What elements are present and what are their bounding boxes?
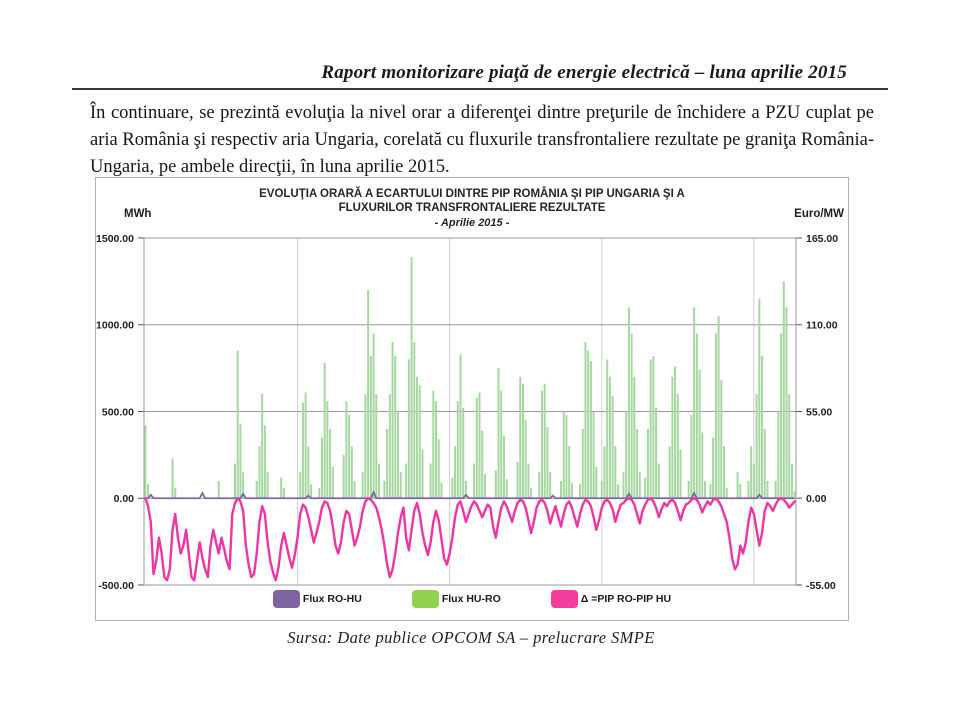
legend-item-flux-hu-ro: Flux HU-RO: [411, 590, 501, 608]
right-axis-tick-label: 55.00: [806, 406, 832, 418]
report-title: Raport monitorizare piaţă de energie ele…: [321, 62, 847, 83]
legend-item-delta-pip: Δ =PIP RO-PIP HU: [550, 590, 672, 608]
flux-chart-canvas: 1500.00 165.00 1000.00 110.00 500.00 55.00 0.0…: [96, 233, 838, 592]
chart-title: EVOLUŢIA ORARĂ A ECARTULUI DINTRE PIP RO…: [96, 187, 848, 230]
left-axis-tick-label: 0.00: [114, 493, 135, 505]
header-rule: [72, 88, 888, 90]
legend-label-flux-hu-ro: Flux HU-RO: [441, 593, 501, 605]
legend-swatch-purple: [272, 590, 300, 608]
chart-title-line2: FLUXURILOR TRANSFRONTALIERE REZULTATE: [338, 202, 606, 214]
legend-label-delta-pip: Δ =PIP RO-PIP HU: [580, 593, 672, 605]
chart-legend: Flux RO-HU Flux HU-RO Δ =PIP RO-PIP HU: [96, 590, 848, 608]
source-note: Sursa: Date publice OPCOM SA – prelucrar…: [287, 628, 655, 647]
left-axis-tick-label: 1000.00: [96, 320, 134, 332]
chart-title-line1: EVOLUŢIA ORARĂ A ECARTULUI DINTRE PIP RO…: [259, 188, 685, 200]
legend-swatch-green: [411, 590, 439, 608]
legend-label-flux-ro-hu: Flux RO-HU: [302, 593, 362, 605]
right-axis-tick-label: 110.00: [806, 320, 838, 332]
right-axis-tick-label: 165.00: [806, 233, 838, 245]
right-axis-tick-label: -55.00: [806, 580, 836, 592]
chart-subtitle: - Aprilie 2015 -: [434, 217, 510, 229]
left-axis-tick-label: 500.00: [102, 406, 134, 418]
left-axis-tick-label: 1500.00: [96, 233, 134, 245]
left-axis-unit-label: MWh: [124, 208, 152, 220]
right-axis-tick-label: 0.00: [806, 493, 827, 505]
legend-item-flux-ro-hu: Flux RO-HU: [272, 590, 362, 608]
legend-swatch-pink: [550, 590, 578, 608]
flux-chart-frame: EVOLUŢIA ORARĂ A ECARTULUI DINTRE PIP RO…: [95, 177, 849, 621]
right-axis-unit-label: Euro/MW: [794, 208, 844, 220]
left-axis-tick-label: -500.00: [98, 580, 134, 592]
intro-paragraph: În continuare, se prezintă evoluţia la n…: [90, 103, 874, 177]
